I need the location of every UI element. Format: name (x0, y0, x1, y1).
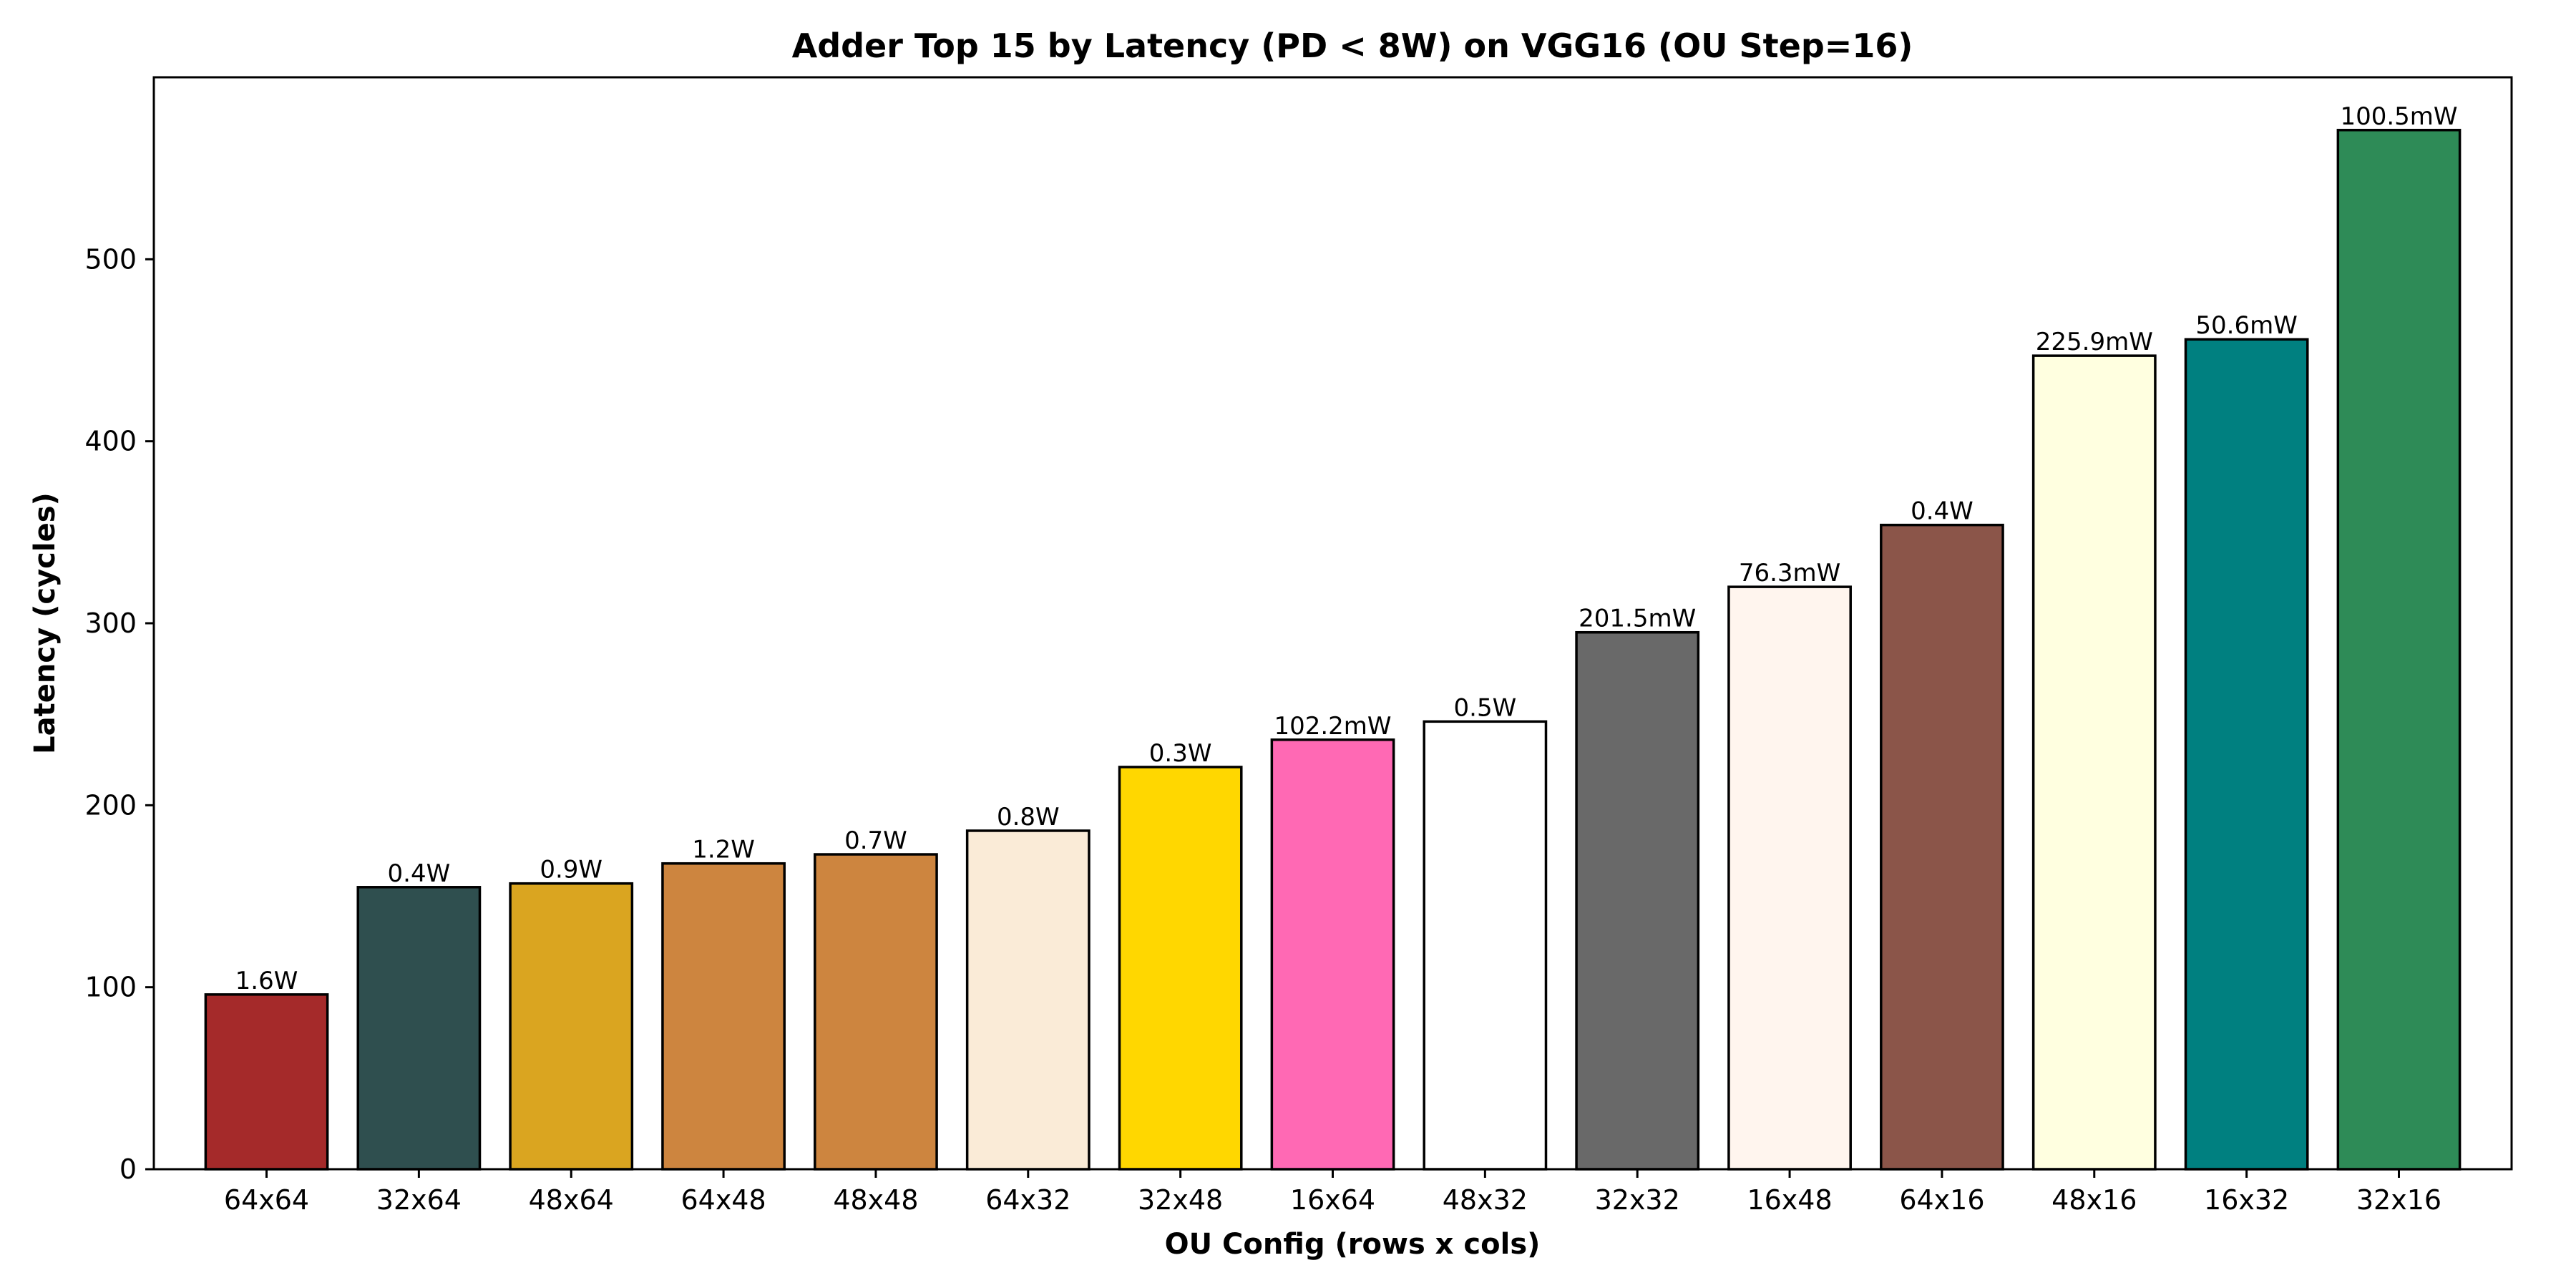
x-tick-label-32x48: 32x48 (1138, 1184, 1223, 1216)
data-label-32x48: 0.3W (1149, 739, 1212, 768)
x-tick-label-64x32: 64x32 (985, 1184, 1070, 1216)
x-tick-label-64x16: 64x16 (1899, 1184, 1984, 1216)
bar-48x32 (1423, 720, 1548, 1171)
bar-64x16 (1880, 523, 2004, 1171)
bar-32x64 (356, 886, 482, 1171)
bar-16x48 (1727, 585, 1852, 1171)
x-tick-label-32x16: 32x16 (2356, 1184, 2441, 1216)
plot-frame (152, 76, 2513, 1171)
x-tick-label-16x48: 16x48 (1747, 1184, 1832, 1216)
bar-32x16 (2336, 129, 2462, 1171)
x-tick-label-16x32: 16x32 (2204, 1184, 2289, 1216)
data-label-32x64: 0.4W (388, 859, 451, 888)
bar-16x32 (2184, 338, 2309, 1171)
bar-48x64 (509, 882, 634, 1171)
data-label-64x16: 0.4W (1911, 497, 1974, 526)
bar-48x48 (814, 853, 938, 1171)
y-tick-label-0: 0 (119, 1153, 137, 1185)
y-tick-label-200: 200 (84, 789, 137, 821)
y-tick-label-500: 500 (84, 243, 137, 275)
chart-title: Adder Top 15 by Latency (PD < 8W) on VGG… (792, 26, 1913, 65)
data-label-16x32: 50.6mW (2195, 311, 2297, 340)
data-label-64x48: 1.2W (692, 836, 755, 864)
bar-32x48 (1118, 766, 1243, 1171)
y-axis-label: Latency (cycles) (29, 492, 62, 754)
x-tick-label-64x48: 64x48 (680, 1184, 766, 1216)
y-tick-label-400: 400 (84, 426, 137, 457)
data-label-32x16: 100.5mW (2340, 102, 2457, 131)
data-label-64x64: 1.6W (235, 967, 298, 995)
bar-64x32 (965, 829, 1091, 1171)
x-tick-label-32x64: 32x64 (376, 1184, 462, 1216)
bar-16x64 (1270, 738, 1395, 1171)
data-label-48x16: 225.9mW (2036, 328, 2153, 356)
bar-48x16 (2031, 354, 2157, 1171)
x-axis-ticks: 64x64 32x64 48x64 64x48 48x48 64x32 32x48 16x64… (224, 1169, 2441, 1216)
data-label-48x32: 0.5W (1454, 693, 1517, 722)
data-label-32x32: 201.5mW (1579, 605, 1696, 633)
bars-group (204, 129, 2462, 1171)
x-tick-label-64x64: 64x64 (224, 1184, 309, 1216)
data-label-16x48: 76.3mW (1739, 559, 1840, 587)
bar-32x32 (1575, 630, 1700, 1171)
x-tick-label-16x64: 16x64 (1290, 1184, 1375, 1216)
data-label-16x64: 102.2mW (1274, 712, 1391, 741)
x-tick-label-32x32: 32x32 (1595, 1184, 1680, 1216)
x-axis-label: OU Config (rows x cols) (1165, 1228, 1541, 1261)
data-label-48x64: 0.9W (540, 856, 602, 884)
x-tick-label-48x48: 48x48 (833, 1184, 918, 1216)
y-tick-label-300: 300 (84, 608, 137, 639)
x-tick-label-48x32: 48x32 (1443, 1184, 1528, 1216)
data-label-48x48: 0.7W (844, 826, 907, 855)
x-tick-label-48x16: 48x16 (2051, 1184, 2137, 1216)
bar-64x48 (661, 862, 786, 1171)
y-tick-label-100: 100 (84, 972, 137, 1003)
data-labels-group: 1.6W 0.4W 0.9W 1.2W 0.7W 0.8W 0.3W 102.2mW 0.5W 2… (235, 102, 2458, 995)
x-tick-label-48x64: 48x64 (529, 1184, 614, 1216)
data-label-64x32: 0.8W (997, 803, 1060, 831)
bar-64x64 (204, 993, 329, 1171)
y-axis-ticks: 0 100 200 300 400 500 (84, 243, 154, 1185)
